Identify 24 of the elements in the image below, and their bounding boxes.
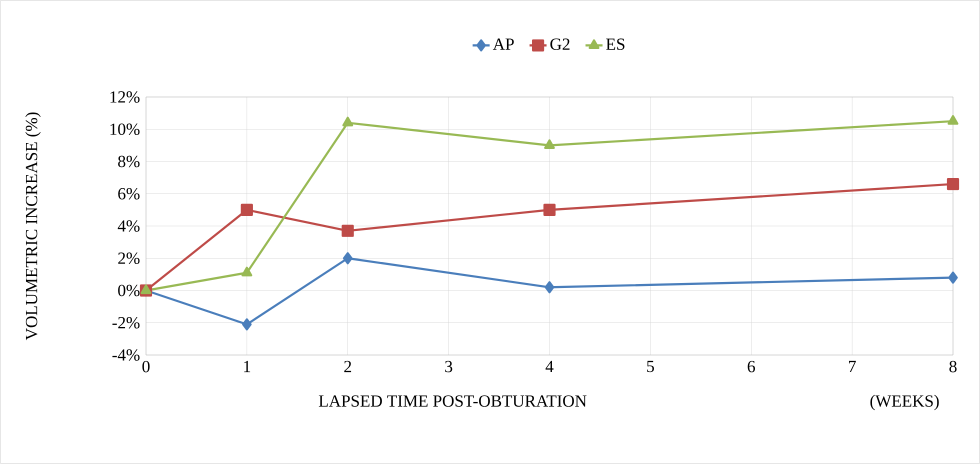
x-axis-title: LAPSED TIME POST-OBTURATION: [318, 395, 587, 407]
x-tick-label: 1: [244, 360, 250, 372]
y-tick-label: 12%: [110, 91, 140, 103]
legend-label: ES: [606, 38, 624, 50]
legend-label: AP: [492, 38, 514, 50]
x-tick-label: 2: [344, 360, 352, 372]
y-tick-label: 8%: [118, 156, 140, 168]
y-tick-label: 6%: [118, 188, 140, 200]
x-tick-label: 7: [849, 360, 856, 372]
legend-label: G2: [550, 38, 570, 50]
y-tick-label: 10%: [110, 123, 140, 136]
x-tick-label: 3: [445, 360, 452, 372]
x-tick-label: 4: [546, 360, 554, 372]
y-tick-label: 4%: [118, 220, 140, 232]
x-tick-label: 6: [748, 360, 756, 372]
x-tick-label: 0: [142, 360, 150, 372]
y-tick-label: -2%: [112, 316, 140, 329]
y-tick-label: -4%: [112, 349, 140, 361]
text: (WEEKS): [870, 394, 939, 410]
y-tick-label: 0%: [118, 284, 140, 296]
x-tick-label: 5: [647, 360, 654, 372]
y-axis-title: VOLUMETRIC INCREASE (%): [25, 112, 41, 340]
y-tick-label: 2%: [118, 252, 140, 264]
x-tick-label: 8: [949, 360, 957, 372]
